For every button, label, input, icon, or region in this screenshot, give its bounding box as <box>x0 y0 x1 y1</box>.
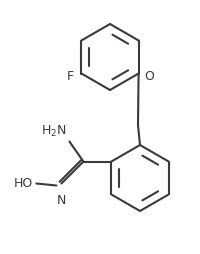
Text: F: F <box>66 70 73 83</box>
Text: HO: HO <box>14 177 33 190</box>
Text: O: O <box>144 70 154 83</box>
Text: N: N <box>56 194 66 207</box>
Text: H$_2$N: H$_2$N <box>41 123 66 138</box>
